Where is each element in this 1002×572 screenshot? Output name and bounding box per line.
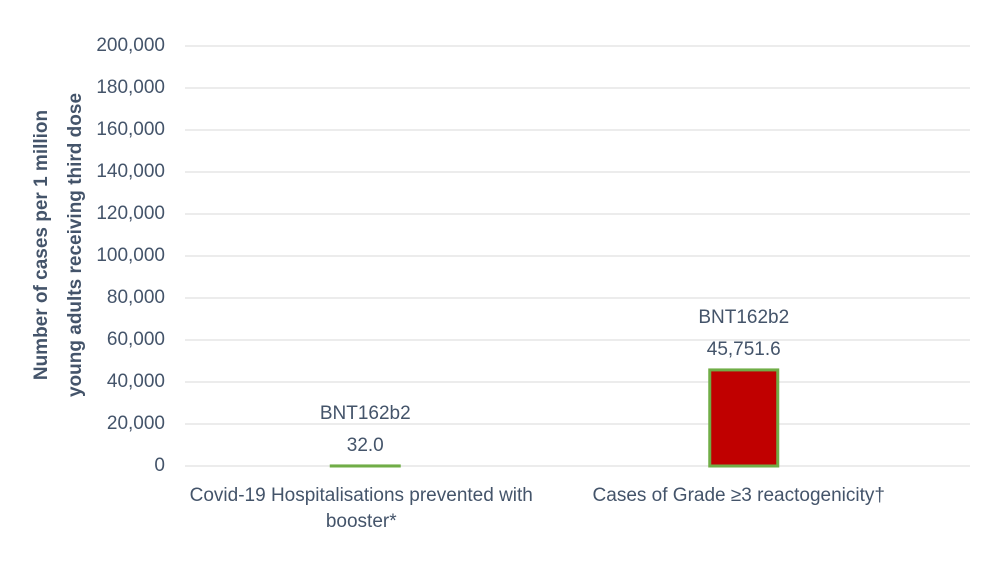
y-tick-label: 200,000 — [96, 35, 165, 56]
y-tick-label: 180,000 — [96, 77, 165, 98]
value-label: 45,751.6 — [707, 339, 781, 360]
y-tick-label: 100,000 — [96, 245, 165, 266]
bar-label: BNT162b2 — [698, 307, 789, 328]
y-axis-title: young adults receiving third dose — [65, 93, 86, 397]
x-tick-label: Covid-19 Hospitalisations prevented with… — [189, 485, 533, 532]
bar-label: BNT162b2 — [320, 403, 411, 424]
y-tick-label: 20,000 — [107, 413, 165, 434]
y-tick-label: 0 — [154, 455, 165, 476]
x-tick-label: Cases of Grade ≥3 reactogenicity† — [592, 485, 885, 506]
y-tick-label: 160,000 — [96, 119, 165, 140]
y-tick-label: 60,000 — [107, 329, 165, 350]
y-tick-label: 140,000 — [96, 161, 165, 182]
y-axis-title: Number of cases per 1 million — [31, 110, 52, 380]
y-tick-label: 120,000 — [96, 203, 165, 224]
bar — [708, 368, 780, 468]
y-tick-label: 40,000 — [107, 371, 165, 392]
y-tick-label: 80,000 — [107, 287, 165, 308]
value-label: 32.0 — [347, 435, 384, 456]
